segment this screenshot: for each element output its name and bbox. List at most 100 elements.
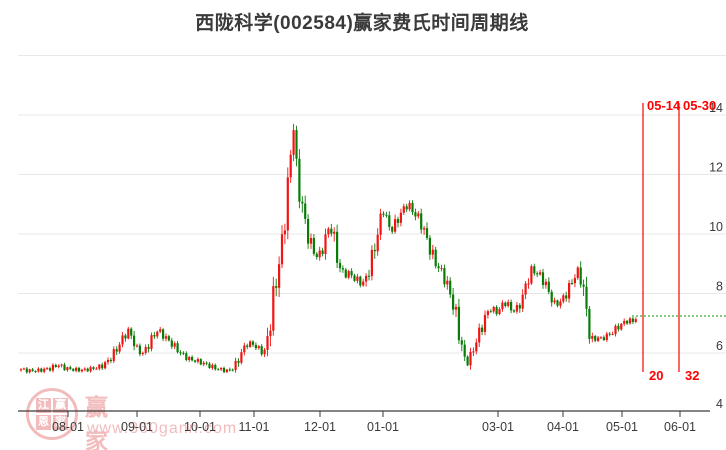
candle-body <box>156 331 159 337</box>
candle-body <box>54 364 57 367</box>
candle-body <box>246 345 249 347</box>
candle-body <box>585 286 588 309</box>
candle-body <box>312 238 315 254</box>
candle-body <box>179 352 182 354</box>
candle-body <box>275 286 278 288</box>
x-axis-label: 06-01 <box>664 420 696 434</box>
candle-body <box>95 368 98 370</box>
candle-body <box>504 302 507 306</box>
candle-body <box>373 249 376 252</box>
candle-body <box>617 325 620 330</box>
candle-body <box>350 271 353 276</box>
candle-body <box>89 367 92 372</box>
candle-body <box>454 306 458 310</box>
candle-body <box>51 364 54 371</box>
candle-body <box>283 230 286 235</box>
candle-body <box>237 360 240 363</box>
candle-body <box>150 335 153 349</box>
candle-body <box>382 213 385 215</box>
candle-body <box>510 302 513 311</box>
candle-body <box>112 349 115 361</box>
candle-body <box>28 369 31 373</box>
candle-body <box>399 212 402 223</box>
candle-body <box>304 203 307 219</box>
candle-body <box>133 335 136 347</box>
candle-body <box>385 214 388 216</box>
candle-body <box>521 294 524 309</box>
candle-body <box>182 352 185 354</box>
candle-body <box>205 362 208 364</box>
candle-body <box>228 369 231 371</box>
candle-body <box>144 347 147 353</box>
candle-body <box>214 364 217 370</box>
y-axis-label: 10 <box>709 220 723 234</box>
candle-body <box>402 206 405 213</box>
candle-body <box>449 280 452 295</box>
candle-body <box>153 335 156 337</box>
candle-body <box>159 329 162 332</box>
candle-body <box>411 203 414 213</box>
cycle-line-count-label: 20 <box>649 368 663 383</box>
candle-body <box>541 272 545 285</box>
candle-body <box>527 283 530 285</box>
candle-body <box>338 262 342 269</box>
x-axis-label: 03-01 <box>482 420 514 434</box>
candle-body <box>63 364 66 371</box>
watermark-logo-char: 江 <box>36 398 51 413</box>
candle-body <box>22 368 25 370</box>
candle-body <box>75 367 78 371</box>
candle-body <box>394 219 397 232</box>
candle-body <box>202 362 205 365</box>
candle-body <box>307 218 310 244</box>
cycle-line-date-label: 05-14 <box>647 98 681 113</box>
candle-body <box>231 369 234 371</box>
candle-body <box>31 369 34 371</box>
candle-body <box>43 368 46 372</box>
candle-body <box>315 253 318 258</box>
candle-body <box>501 302 504 310</box>
candle-body <box>249 341 252 347</box>
candle-body <box>443 268 446 285</box>
candle-body <box>440 268 443 270</box>
candle-body <box>570 283 574 284</box>
candle-body <box>370 249 373 276</box>
candle-body <box>104 362 107 369</box>
candle-body <box>367 275 371 277</box>
candle-body <box>234 360 237 370</box>
y-axis-label: 6 <box>716 339 723 353</box>
candle-body <box>388 215 391 227</box>
candle-body <box>431 249 434 255</box>
candle-body <box>457 306 460 341</box>
candle-body <box>341 268 344 270</box>
candle-body <box>365 275 368 282</box>
candle-body <box>280 234 284 265</box>
candle-body <box>69 367 72 369</box>
candle-body <box>72 368 75 371</box>
candle-body <box>512 310 516 312</box>
candle-body <box>251 341 255 345</box>
candle-body <box>321 250 324 254</box>
candle-body <box>559 301 562 306</box>
watermark-logo-icon: 江 赢 恩 家 <box>26 388 78 440</box>
candle-body <box>405 206 408 210</box>
candle-body <box>492 307 495 312</box>
candle-body <box>83 368 86 370</box>
candle-body <box>599 337 603 339</box>
candle-body <box>362 281 365 286</box>
candle-body <box>162 329 165 339</box>
candle-body <box>208 363 211 369</box>
candle-body <box>565 295 568 299</box>
candle-body <box>434 249 437 267</box>
candle-body <box>40 368 43 372</box>
candle-body <box>188 357 191 360</box>
candle-body <box>605 333 608 340</box>
candle-body <box>164 336 168 339</box>
candle-body <box>515 305 518 312</box>
candle-body <box>423 228 426 230</box>
candle-body <box>353 275 356 281</box>
candle-body <box>124 335 127 339</box>
y-axis-label: 14 <box>709 101 723 115</box>
candle-body <box>127 328 130 339</box>
candle-body <box>37 368 40 372</box>
candle-body <box>260 346 263 355</box>
